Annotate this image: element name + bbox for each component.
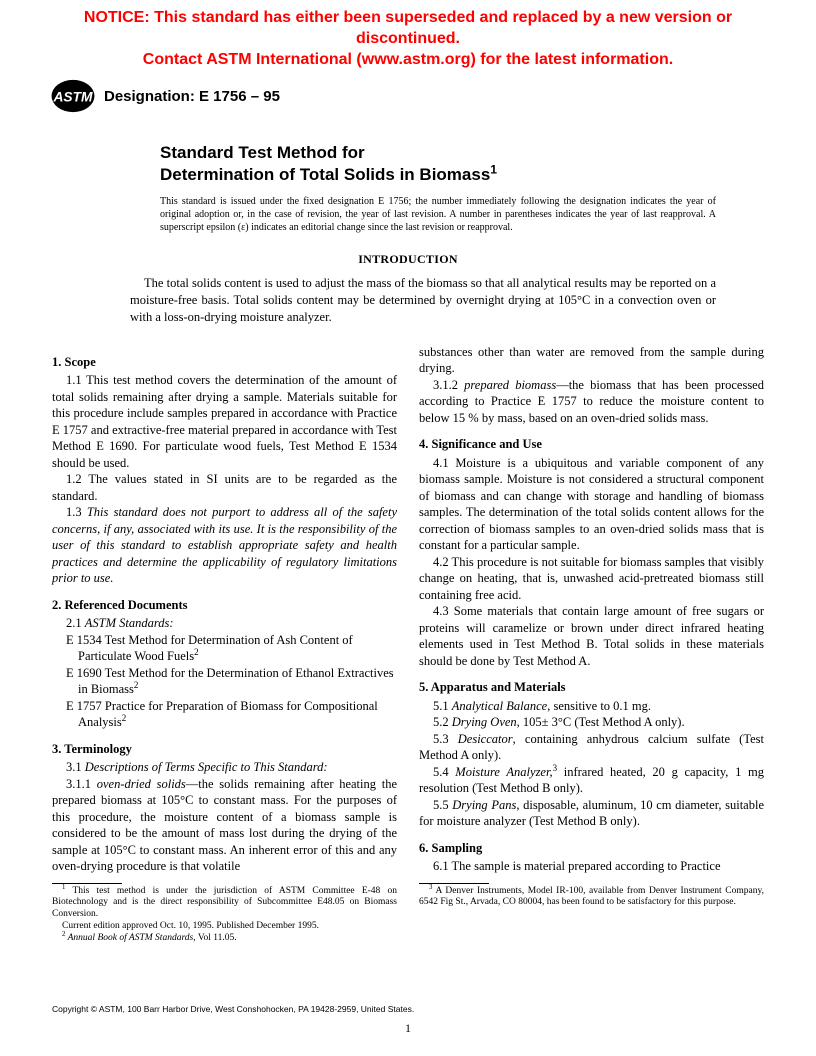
app-5-2-term: Drying Oven	[452, 715, 517, 729]
term-3-1-2: 3.1.2 prepared biomass—the biomass that …	[419, 377, 764, 427]
ref-item-1-sup: 2	[134, 680, 139, 690]
refs-2-1-italic: ASTM Standards:	[85, 616, 174, 630]
app-5-1-term: Analytical Balance	[452, 699, 547, 713]
ref-item-2-text: E 1757 Practice for Preparation of Bioma…	[66, 699, 378, 730]
term-312-num: 3.1.2	[433, 378, 464, 392]
ref-item-1-text: E 1690 Test Method for the Determination…	[66, 666, 394, 697]
notice-line1: NOTICE: This standard has either been su…	[84, 9, 732, 47]
sig-heading: 4. Significance and Use	[419, 436, 764, 453]
app-5-4-num: 5.4	[433, 765, 455, 779]
notice-line2: Contact ASTM International (www.astm.org…	[143, 51, 673, 68]
term-311-num: 3.1.1	[66, 777, 97, 791]
term-311-term: oven-dried solids	[97, 777, 186, 791]
app-5-5-num: 5.5	[433, 798, 452, 812]
notice-banner: NOTICE: This standard has either been su…	[0, 0, 816, 72]
sig-4-1: 4.1 Moisture is a ubiquitous and variabl…	[419, 455, 764, 554]
title-footnote-sup: 1	[490, 162, 497, 176]
introduction-heading: INTRODUCTION	[0, 252, 816, 267]
term-3-1-italic: Descriptions of Terms Specific to This S…	[85, 760, 328, 774]
designation-text: Designation: E 1756 – 95	[104, 88, 280, 105]
footnote-1-text: This test method is under the jurisdicti…	[52, 886, 397, 920]
sig-4-2: 4.2 This procedure is not suitable for b…	[419, 554, 764, 604]
term-3-1-1: 3.1.1 oven-dried solids—the solids remai…	[52, 776, 397, 875]
term-311-continued: substances other than water are removed …	[419, 344, 764, 377]
footnote-2: 2 Annual Book of ASTM Standards, Vol 11.…	[52, 933, 397, 945]
body-columns: 1. Scope 1.1 This test method covers the…	[0, 326, 816, 945]
refs-2-1-num: 2.1	[66, 616, 85, 630]
app-5-5: 5.5 Drying Pans, disposable, aluminum, 1…	[419, 797, 764, 830]
right-column: substances other than water are removed …	[419, 344, 764, 945]
left-column: 1. Scope 1.1 This test method covers the…	[52, 344, 397, 945]
app-5-1: 5.1 Analytical Balance, sensitive to 0.1…	[419, 698, 764, 715]
ref-item-2-sup: 2	[122, 713, 127, 723]
scope-1-3-body: This standard does not purport to addres…	[52, 505, 397, 585]
app-5-4-term: Moisture Analyzer,	[455, 765, 552, 779]
samp-heading: 6. Sampling	[419, 840, 764, 857]
samp-6-1: 6.1 The sample is material prepared acco…	[419, 858, 764, 875]
ref-item-0: E 1534 Test Method for Determination of …	[52, 632, 397, 665]
refs-2-1: 2.1 ASTM Standards:	[52, 615, 397, 632]
page-number: 1	[0, 1021, 816, 1036]
app-5-2-rest: , 105± 3°C (Test Method A only).	[517, 715, 685, 729]
ref-item-2: E 1757 Practice for Preparation of Bioma…	[52, 698, 397, 731]
footnote-1: 1 This test method is under the jurisdic…	[52, 886, 397, 922]
app-5-1-rest: , sensitive to 0.1 mg.	[547, 699, 651, 713]
app-5-3-num: 5.3	[433, 732, 458, 746]
app-5-2-num: 5.2	[433, 715, 452, 729]
scope-heading: 1. Scope	[52, 354, 397, 371]
term-3-1-num: 3.1	[66, 760, 85, 774]
scope-1-1: 1.1 This test method covers the determin…	[52, 372, 397, 471]
title-line1: Standard Test Method for	[160, 142, 716, 163]
astm-logo-icon: ASTM	[50, 78, 96, 114]
term-3-1: 3.1 Descriptions of Terms Specific to Th…	[52, 759, 397, 776]
app-5-3: 5.3 Desiccator, containing anhydrous cal…	[419, 731, 764, 764]
header-row: ASTM Designation: E 1756 – 95	[0, 72, 816, 114]
title-line2: Determination of Total Solids in Biomass…	[160, 164, 716, 185]
footnote-3-text: A Denver Instruments, Model IR-100, avai…	[419, 886, 764, 908]
ref-item-1: E 1690 Test Method for the Determination…	[52, 665, 397, 698]
introduction-text: The total solids content is used to adju…	[130, 275, 716, 326]
footnote-2-rest: , Vol 11.05.	[193, 933, 236, 943]
refs-heading: 2. Referenced Documents	[52, 597, 397, 614]
scope-1-3: 1.3 This standard does not purport to ad…	[52, 504, 397, 587]
term-312-term: prepared biomass	[464, 378, 556, 392]
app-5-3-term: Desiccator	[458, 732, 513, 746]
ref-item-0-sup: 2	[194, 647, 199, 657]
app-5-1-num: 5.1	[433, 699, 452, 713]
svg-text:ASTM: ASTM	[52, 90, 93, 105]
app-heading: 5. Apparatus and Materials	[419, 679, 764, 696]
copyright-line: Copyright © ASTM, 100 Barr Harbor Drive,…	[52, 1004, 414, 1014]
sig-4-3: 4.3 Some materials that contain large am…	[419, 603, 764, 669]
app-5-4: 5.4 Moisture Analyzer,3 infrared heated,…	[419, 764, 764, 797]
footnote-1-line2: Current edition approved Oct. 10, 1995. …	[52, 921, 397, 933]
title-block: Standard Test Method for Determination o…	[160, 142, 716, 185]
term-heading: 3. Terminology	[52, 741, 397, 758]
title-line2-text: Determination of Total Solids in Biomass	[160, 165, 490, 184]
footnote-3: 3 A Denver Instruments, Model IR-100, av…	[419, 886, 764, 910]
scope-1-2: 1.2 The values stated in SI units are to…	[52, 471, 397, 504]
app-5-5-term: Drying Pans	[452, 798, 516, 812]
ref-item-0-text: E 1534 Test Method for Determination of …	[66, 633, 353, 664]
footnote-2-italic: Annual Book of ASTM Standards	[65, 933, 193, 943]
app-5-2: 5.2 Drying Oven, 105± 3°C (Test Method A…	[419, 714, 764, 731]
issuance-note: This standard is issued under the fixed …	[160, 195, 716, 234]
